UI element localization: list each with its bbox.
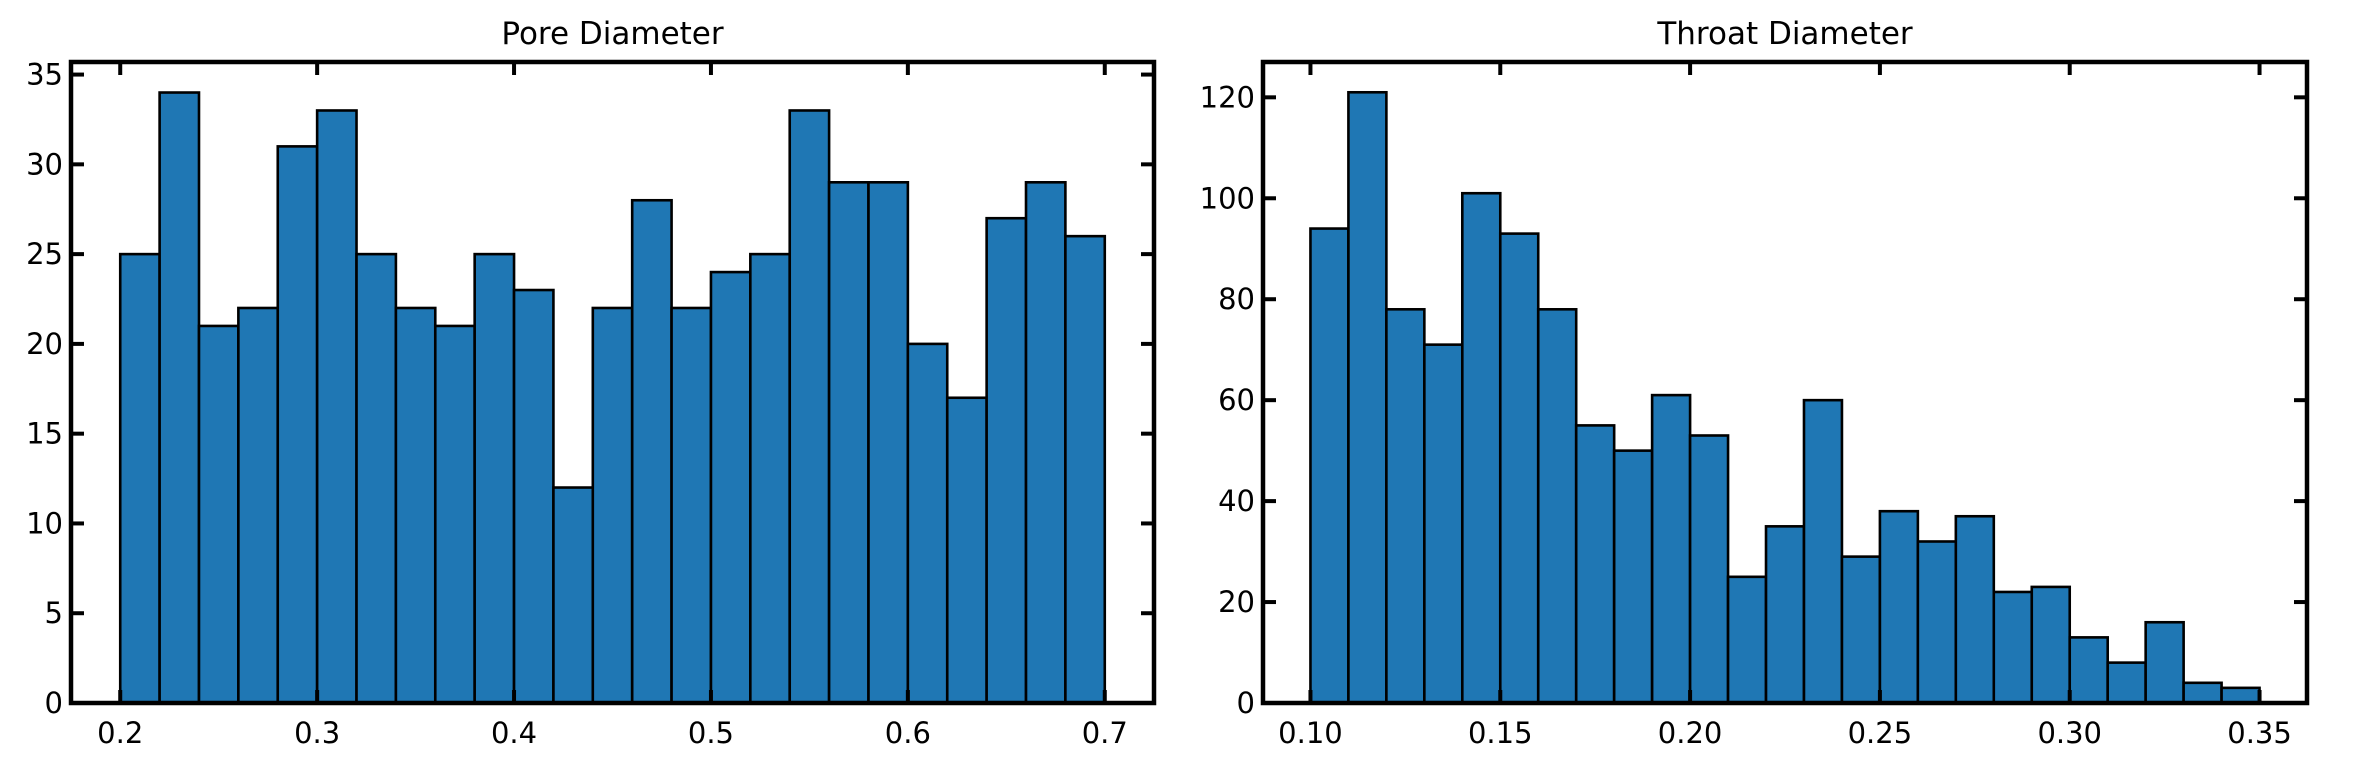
histogram-bar xyxy=(512,288,555,705)
histogram-bar xyxy=(2106,661,2147,705)
histogram-bar xyxy=(118,252,161,705)
y-tick-label: 0 xyxy=(45,686,63,720)
chart-title: Pore Diameter xyxy=(501,16,724,52)
x-tick-label: 0.10 xyxy=(1278,716,1343,750)
histogram-bar xyxy=(906,342,949,705)
histogram-bar xyxy=(1992,590,2034,705)
histogram-bar xyxy=(709,270,752,705)
x-tick-label: 0.2 xyxy=(97,716,143,750)
histogram-bar xyxy=(1461,191,1502,705)
histogram-bar xyxy=(2182,681,2223,705)
axes-frame xyxy=(1260,59,2310,706)
histogram-bar xyxy=(1878,509,1920,705)
y-tick-label: 40 xyxy=(1218,484,1255,518)
histogram-bar xyxy=(1650,393,1692,705)
x-tick-label: 0.25 xyxy=(1848,716,1913,750)
y-tick-label: 35 xyxy=(26,58,63,92)
x-tick-label: 0.5 xyxy=(688,716,734,750)
chart-title: Throat Diameter xyxy=(1656,16,1913,52)
axes-frame xyxy=(68,59,1157,706)
histogram-bar xyxy=(749,252,792,705)
histogram-bar xyxy=(591,306,634,705)
histogram-bar xyxy=(1423,343,1464,705)
histogram-bar xyxy=(945,396,988,705)
histogram-bar xyxy=(1574,424,1616,705)
histogram-bar xyxy=(1840,555,1882,705)
histogram-bar xyxy=(2220,686,2261,705)
throat-diameter-panel: Throat Diameter 0.10 0.15 0.20 0.25 0.30 0.35 0… xyxy=(1200,16,2310,750)
histogram-bar xyxy=(867,180,910,705)
histogram-bar xyxy=(1726,575,1768,705)
histogram-bar xyxy=(1612,449,1654,705)
histogram-bar xyxy=(237,306,280,705)
y-tick-label: 25 xyxy=(26,237,63,271)
histogram-bar xyxy=(1347,90,1388,705)
pore-diameter-panel: Pore Diameter 0.2 0.3 0.4 0.5 0.6 0.7 0 5 10 15 20 2… xyxy=(26,16,1157,750)
y-tick-label: 10 xyxy=(26,506,63,540)
histogram-bar xyxy=(315,109,358,705)
x-tick-label: 0.6 xyxy=(885,716,931,750)
histogram-bar xyxy=(827,180,870,705)
y-tick-label: 100 xyxy=(1200,181,1255,215)
histogram-bar xyxy=(1385,308,1426,705)
y-tick-label: 30 xyxy=(26,147,63,181)
histogram-bar xyxy=(1309,227,1350,705)
x-tick-label: 0.20 xyxy=(1658,716,1723,750)
y-tick-label: 80 xyxy=(1218,282,1255,316)
x-tick-label: 0.7 xyxy=(1082,716,1128,750)
y-tick-label: 20 xyxy=(1218,585,1255,619)
histogram-bar xyxy=(1916,540,1958,705)
histogram-bar xyxy=(630,198,673,705)
histogram-bar xyxy=(394,306,437,705)
histogram-bar xyxy=(276,145,319,705)
histogram-bar xyxy=(670,306,713,705)
y-tick-label: 0 xyxy=(1237,686,1255,720)
histogram-bar xyxy=(433,324,476,705)
histogram-bar xyxy=(1688,434,1730,705)
histogram-bar xyxy=(985,216,1028,705)
histogram-bar xyxy=(1536,308,1578,705)
x-tick-label: 0.4 xyxy=(491,716,537,750)
x-tick-label: 0.35 xyxy=(2227,716,2292,750)
x-tick-label: 0.3 xyxy=(294,716,340,750)
histogram-bar xyxy=(1802,398,1844,705)
histogram-bar xyxy=(1498,232,1540,705)
histogram-bar xyxy=(2068,636,2109,705)
histogram-bar xyxy=(1954,514,1996,705)
histogram-bar xyxy=(1024,180,1067,705)
histogram-bar xyxy=(2144,620,2185,705)
histogram-bar xyxy=(788,109,831,705)
y-tick-label: 15 xyxy=(26,417,63,451)
x-tick-label: 0.15 xyxy=(1468,716,1533,750)
y-tick-label: 120 xyxy=(1200,80,1255,114)
y-tick-label: 5 xyxy=(45,596,63,630)
histogram-bar xyxy=(552,486,595,705)
histogram-bar xyxy=(1064,234,1107,705)
y-tick-label: 60 xyxy=(1218,383,1255,417)
histogram-bar xyxy=(355,252,398,705)
histogram-bar xyxy=(2030,585,2072,705)
histogram-bar xyxy=(473,252,516,705)
histogram-bar xyxy=(197,324,240,705)
y-tick-label: 20 xyxy=(26,327,63,361)
histogram-bar xyxy=(1764,525,1806,705)
x-tick-label: 0.30 xyxy=(2037,716,2102,750)
histogram-bar xyxy=(158,91,201,705)
